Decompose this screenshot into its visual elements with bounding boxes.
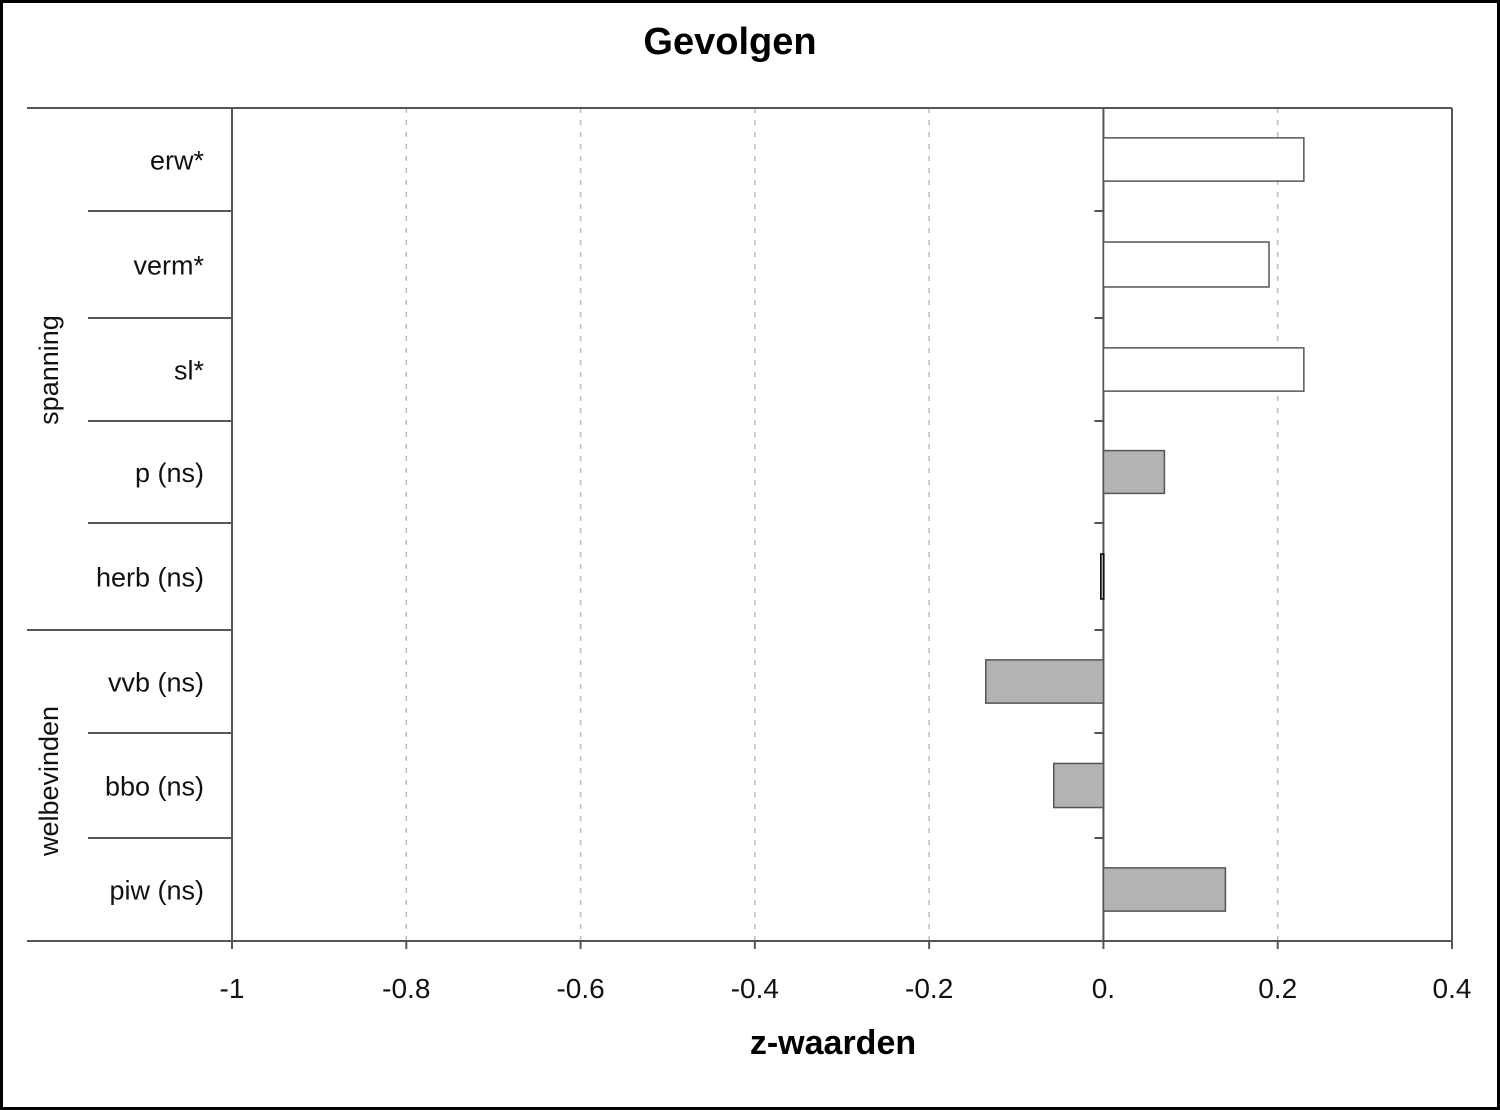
group-label: spanning	[34, 315, 64, 425]
bars	[985, 137, 1305, 912]
bar	[1102, 241, 1270, 288]
category-label: herb (ns)	[96, 563, 204, 593]
bar	[1102, 867, 1227, 912]
x-tick-label: 0.	[1092, 973, 1115, 1004]
category-labels: erw* verm* sl* p (ns) herb (ns) vvb (ns) bbo (…	[96, 146, 205, 906]
category-label: p (ns)	[135, 458, 204, 488]
bar	[1102, 347, 1305, 392]
x-tick-label: 0.4	[1433, 973, 1472, 1004]
x-tick-label: -0.6	[556, 973, 604, 1004]
x-tick-label: -0.2	[905, 973, 953, 1004]
group-labels: spanning welbevinden	[34, 315, 64, 857]
category-label: verm*	[133, 251, 204, 281]
x-tick-label: 0.2	[1258, 973, 1297, 1004]
bar	[1102, 449, 1166, 495]
bar	[1053, 762, 1105, 809]
x-axis-ticks: -1 -0.8 -0.6 -0.4 -0.2 0. 0.2 0.4	[220, 941, 1472, 1004]
bar	[1100, 553, 1105, 600]
x-axis-label: z-waarden	[750, 1024, 916, 1062]
chart-title: Gevolgen	[643, 21, 816, 63]
bar	[1102, 137, 1305, 182]
category-label: bbo (ns)	[105, 772, 204, 802]
category-label: erw*	[150, 146, 205, 176]
category-label: vvb (ns)	[108, 668, 204, 698]
group-label: welbevinden	[34, 706, 64, 857]
x-tick-label: -0.4	[731, 973, 779, 1004]
grid-lines	[405, 108, 1453, 941]
bar	[985, 659, 1105, 704]
x-tick-label: -0.8	[382, 973, 430, 1004]
x-tick-label: -1	[220, 973, 245, 1004]
category-label: sl*	[174, 356, 204, 386]
plot-area	[27, 107, 1453, 942]
category-label: piw (ns)	[109, 876, 204, 906]
